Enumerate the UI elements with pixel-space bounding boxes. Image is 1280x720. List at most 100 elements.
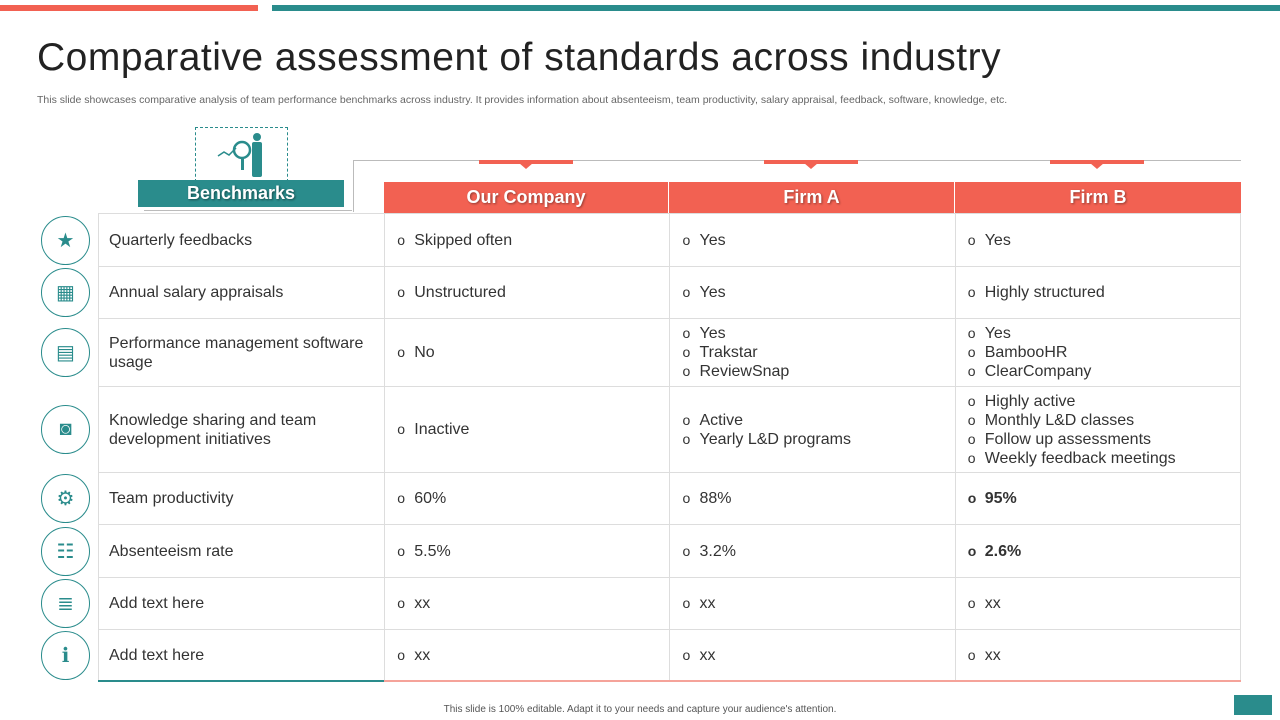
bullet-item: ClearCompany	[968, 362, 1230, 381]
benchmark-label: Quarterly feedbacks	[97, 213, 386, 267]
bullet-item: Yes	[968, 231, 1230, 250]
bullet-item: Weekly feedback meetings	[968, 449, 1230, 468]
table-cell: YesTrakstarReviewSnap	[669, 318, 956, 387]
browser-settings-icon: ◙	[41, 405, 90, 454]
table-cell: 2.6%	[954, 524, 1242, 578]
table-cell: xx	[954, 629, 1242, 682]
footer-note: This slide is 100% editable. Adapt it to…	[443, 704, 837, 715]
benchmark-analyst-icon	[195, 127, 288, 182]
benchmark-label-text: Add text here	[109, 595, 205, 612]
bullet-item: Highly structured	[968, 283, 1230, 302]
benchmark-label-text: Quarterly feedbacks	[109, 231, 253, 249]
table-cell: xx	[384, 577, 671, 630]
team-gear-icon: ⚙	[41, 474, 90, 523]
top-teal-bar	[272, 5, 1280, 11]
table-cell: No	[384, 318, 671, 387]
benchmark-label-text: Annual salary appraisals	[109, 284, 284, 301]
divider	[98, 680, 384, 682]
divider	[384, 680, 1241, 682]
table-cell: 88%	[669, 472, 956, 525]
column-marker	[1050, 160, 1144, 169]
bullet-item: Yearly L&D programs	[682, 430, 944, 449]
bullet-item: xx	[682, 594, 944, 613]
table-row: Annual salary appraisals Unstructured Yes H…	[97, 266, 1242, 319]
bullet-item: xx	[682, 646, 944, 665]
benchmark-label: Annual salary appraisals	[97, 266, 386, 319]
page-title: Comparative assessment of standards acro…	[37, 36, 1002, 79]
bullet-item: Yes	[682, 283, 944, 302]
benchmark-label: Add text here	[97, 629, 386, 682]
column-header-firm-a: Firm A	[669, 182, 955, 213]
bullet-item: No	[397, 343, 659, 362]
benchmark-label-text: Team productivity	[109, 490, 234, 507]
column-marker	[479, 160, 573, 169]
benchmark-label-text: Add text here	[109, 647, 205, 664]
column-marker	[764, 160, 858, 169]
comparison-table: Quarterly feedbacksSkipped oftenYesYesAn…	[97, 213, 1242, 682]
bullet-item: Trakstar	[682, 343, 944, 362]
table-cell: 3.2%	[669, 524, 956, 578]
page-subtitle: This slide showcases comparative analysi…	[37, 94, 1008, 106]
table-cell: 60%	[384, 472, 671, 525]
bullet-item: Yes	[682, 231, 944, 250]
table-cell: Yes	[669, 213, 956, 267]
table-cell: Highly structured	[954, 266, 1242, 319]
table-cell: 5.5%	[384, 524, 671, 578]
bullet-item: Inactive	[397, 420, 659, 439]
table-cell: YesBambooHRClearCompany	[954, 318, 1242, 387]
info-book-icon: ℹ	[41, 631, 90, 680]
table-cell: xx	[954, 577, 1242, 630]
table-row: Performance management software usage No Y…	[97, 318, 1242, 387]
benchmarks-header: Benchmarks	[138, 180, 344, 207]
bullet-item: 3.2%	[682, 542, 944, 561]
table-cell: Yes	[669, 266, 956, 319]
table-cell: ActiveYearly L&D programs	[669, 386, 956, 473]
bullet-item: 60%	[397, 489, 659, 508]
table-row: Add text here xx xx xx	[97, 629, 1242, 682]
table-cell: Unstructured	[384, 266, 671, 319]
table-cell: 95%	[954, 472, 1242, 525]
table-cell: Inactive	[384, 386, 671, 473]
table-row: Team productivity 60% 88% 95%	[97, 472, 1242, 525]
column-header-firm-b: Firm B	[955, 182, 1241, 213]
bullet-item: xx	[968, 646, 1230, 665]
benchmark-label: Add text here	[97, 577, 386, 630]
divider	[144, 210, 352, 211]
bullet-item: Active	[682, 411, 944, 430]
benchmark-label: Team productivity	[97, 472, 386, 525]
table-row: Quarterly feedbacks Skipped often Yes Yes	[97, 213, 1242, 267]
bullet-item: xx	[397, 646, 659, 665]
benchmark-label: Performance management software usage	[97, 318, 386, 387]
bullet-item: Monthly L&D classes	[968, 411, 1230, 430]
benchmark-label-text: Performance management software usage	[109, 334, 364, 371]
benchmark-label: Knowledge sharing and team development i…	[97, 386, 386, 473]
bullet-item: Follow up assessments	[968, 430, 1230, 449]
table-row: Knowledge sharing and team development i…	[97, 386, 1242, 473]
stars-thumbs-up-icon: ★	[41, 215, 90, 265]
bullet-item: Unstructured	[397, 283, 659, 302]
document-icon: ≣	[41, 579, 90, 628]
bullet-item: Yes	[682, 324, 944, 343]
bullet-item: xx	[397, 594, 659, 613]
table-cell: Skipped often	[384, 213, 671, 267]
clipboard-icon: ▤	[41, 328, 90, 377]
bullet-item: 2.6%	[968, 542, 1230, 561]
table-cell: xx	[669, 629, 956, 682]
table-cell: xx	[384, 629, 671, 682]
bullet-item: 5.5%	[397, 542, 659, 561]
calendar-money-icon: ▦	[41, 268, 90, 317]
people-board-icon: ☷	[41, 526, 90, 576]
benchmark-label: Absenteeism rate	[97, 524, 386, 578]
table-cell: Highly activeMonthly L&D classesFollow u…	[954, 386, 1242, 473]
bullet-item: xx	[968, 594, 1230, 613]
bullet-item: Skipped often	[397, 231, 659, 250]
bullet-item: BambooHR	[968, 343, 1230, 362]
benchmark-label-text: Knowledge sharing and team development i…	[109, 411, 317, 448]
table-row: Add text here xx xx xx	[97, 577, 1242, 630]
table-row: Absenteeism rate 5.5% 3.2% 2.6%	[97, 524, 1242, 578]
footer-accent-box	[1234, 695, 1272, 715]
bullet-item: 95%	[968, 489, 1230, 508]
bullet-item: ReviewSnap	[682, 362, 944, 381]
bullet-item: 88%	[682, 489, 944, 508]
top-accent-bar	[0, 5, 258, 11]
